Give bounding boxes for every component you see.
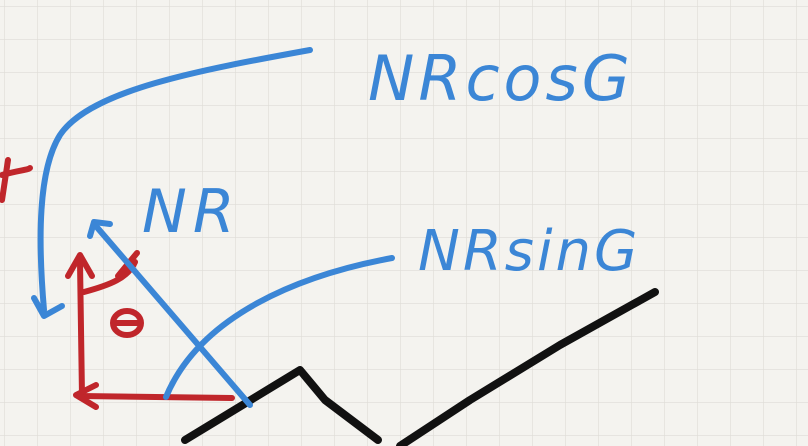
label-nr: NR <box>142 177 241 247</box>
theta-symbol <box>110 308 144 338</box>
label-nr-cos: NRcosG <box>368 42 634 115</box>
cos-component-arrow <box>31 47 313 319</box>
label-nr-sin: NRsinG <box>418 219 640 284</box>
normal-force-vector <box>87 219 253 408</box>
sin-component-arrow <box>163 255 395 400</box>
ramp-line <box>181 288 659 446</box>
